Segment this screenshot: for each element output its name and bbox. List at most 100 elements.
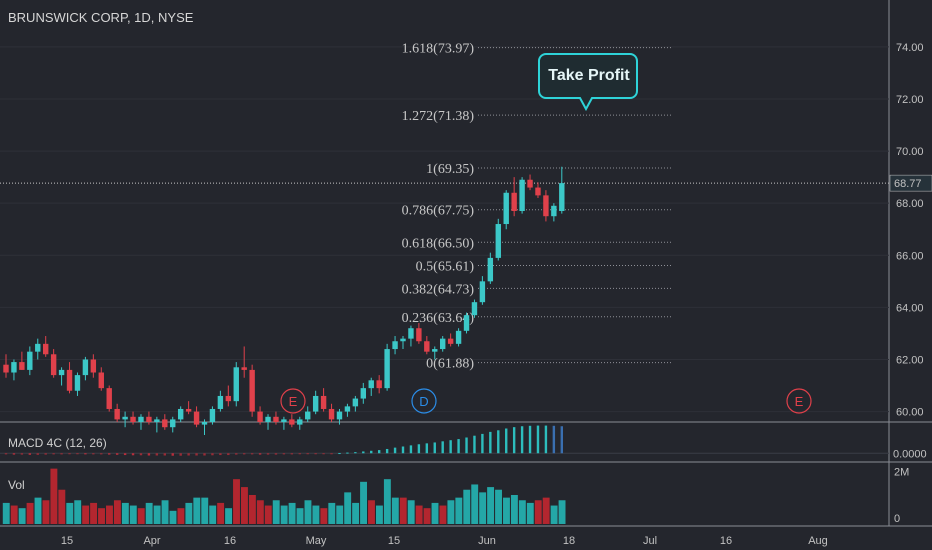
macd-bar [20,453,24,455]
macd-bar [282,453,286,455]
macd-bar [520,426,524,454]
volume-bar [471,484,479,524]
volume-bar [2,502,10,524]
callout-bubble [538,53,638,112]
macd-bar [171,453,174,456]
candle-body [328,408,335,420]
macd-bar [235,453,238,455]
volume-bar [241,487,248,524]
fibonacci-retracement[interactable]: 1.618(73.97) 1.272(71.38) 1(69.35) 0.786(67… [402,42,672,372]
macd-bar [100,453,103,455]
macd-bar [155,453,159,456]
volume-bar [209,505,217,524]
price-tick-label: 68.00 [896,198,924,210]
macd-bar [465,437,468,454]
macd-bar [187,453,190,456]
candle-body [249,369,255,412]
candle-body [217,395,224,409]
candle-body [384,349,390,389]
macd-bar [123,453,127,456]
take-profit-annotation[interactable]: Take Profit [538,53,638,112]
volume-bar [82,505,90,524]
candle-body [408,328,414,339]
volume-bar [50,468,58,524]
volume-bar [201,497,209,524]
volume-tick-label: 2M [894,466,909,478]
candle-body [225,395,232,402]
macd-bar [211,453,214,456]
volume-bar [558,500,566,524]
candle-body [495,224,501,258]
candle-body [170,419,176,428]
macd-bar [108,453,111,455]
candle-body [114,408,120,420]
time-tick-label: May [306,535,327,547]
fib-level-label: 0.618(66.50) [402,236,475,251]
volume-bar [90,502,98,524]
volume-bar [153,505,161,524]
macd-bar [131,453,135,456]
volume-bar [375,505,383,524]
macd-bar [354,452,357,454]
macd-bar [290,453,294,455]
volume-bar [479,492,487,524]
time-tick-label: 16 [720,535,732,547]
candle-body [503,192,509,225]
volume-bar [288,502,296,524]
macd-tick-label: 0.0000 [893,448,927,460]
macd-bar [457,439,460,454]
candle-body [527,179,533,188]
macd-bar [330,453,333,455]
candle-body [27,351,33,370]
candle-body [455,330,462,344]
candle-body [376,380,382,389]
macd-bar [250,453,254,455]
volume-bar [129,505,137,524]
candle-body [43,343,49,355]
volume-bar [328,502,336,524]
volume-pane: Vol [2,468,566,524]
candle-body [185,408,192,412]
macd-bar [489,431,492,454]
volume-bar [526,502,534,524]
volume-bar [312,505,320,524]
last-price-label: 68.77 [894,178,922,190]
candle-body [209,408,216,422]
candle-body [74,375,81,391]
candle-body [336,411,343,420]
macd-bar [60,453,63,455]
candle-body [519,179,525,211]
macd-bar [346,452,349,454]
volume-bar [233,479,240,524]
candle-body [122,416,128,420]
volume-bar [248,495,256,524]
macd-bar [243,453,246,455]
macd-bar [139,453,143,456]
volume-bar [264,505,272,524]
candle-body [3,364,9,373]
volume-bar [66,502,74,524]
macd-bar [266,453,270,455]
macd-bar [274,453,278,455]
fib-level-label: 1.272(71.38) [402,109,475,124]
volume-bar [106,505,113,524]
last-price-box [889,174,932,192]
candle-body [440,338,446,350]
volume-bar [193,497,201,524]
candle-body [138,416,144,422]
macd-bar [84,453,87,455]
candle-body [154,419,160,422]
fib-level-label: 0.786(67.75) [402,204,475,219]
macd-bar [115,453,119,455]
macd-bar [481,433,484,454]
macd-bar [258,453,262,455]
volume-bar [296,508,304,524]
volume-bar [256,500,264,524]
macd-bar [76,453,79,455]
volume-bar [34,497,42,524]
candle-body [297,419,303,425]
macd-bar [52,453,55,455]
event-marker-label: D [419,394,428,409]
macd-bar [28,453,32,455]
